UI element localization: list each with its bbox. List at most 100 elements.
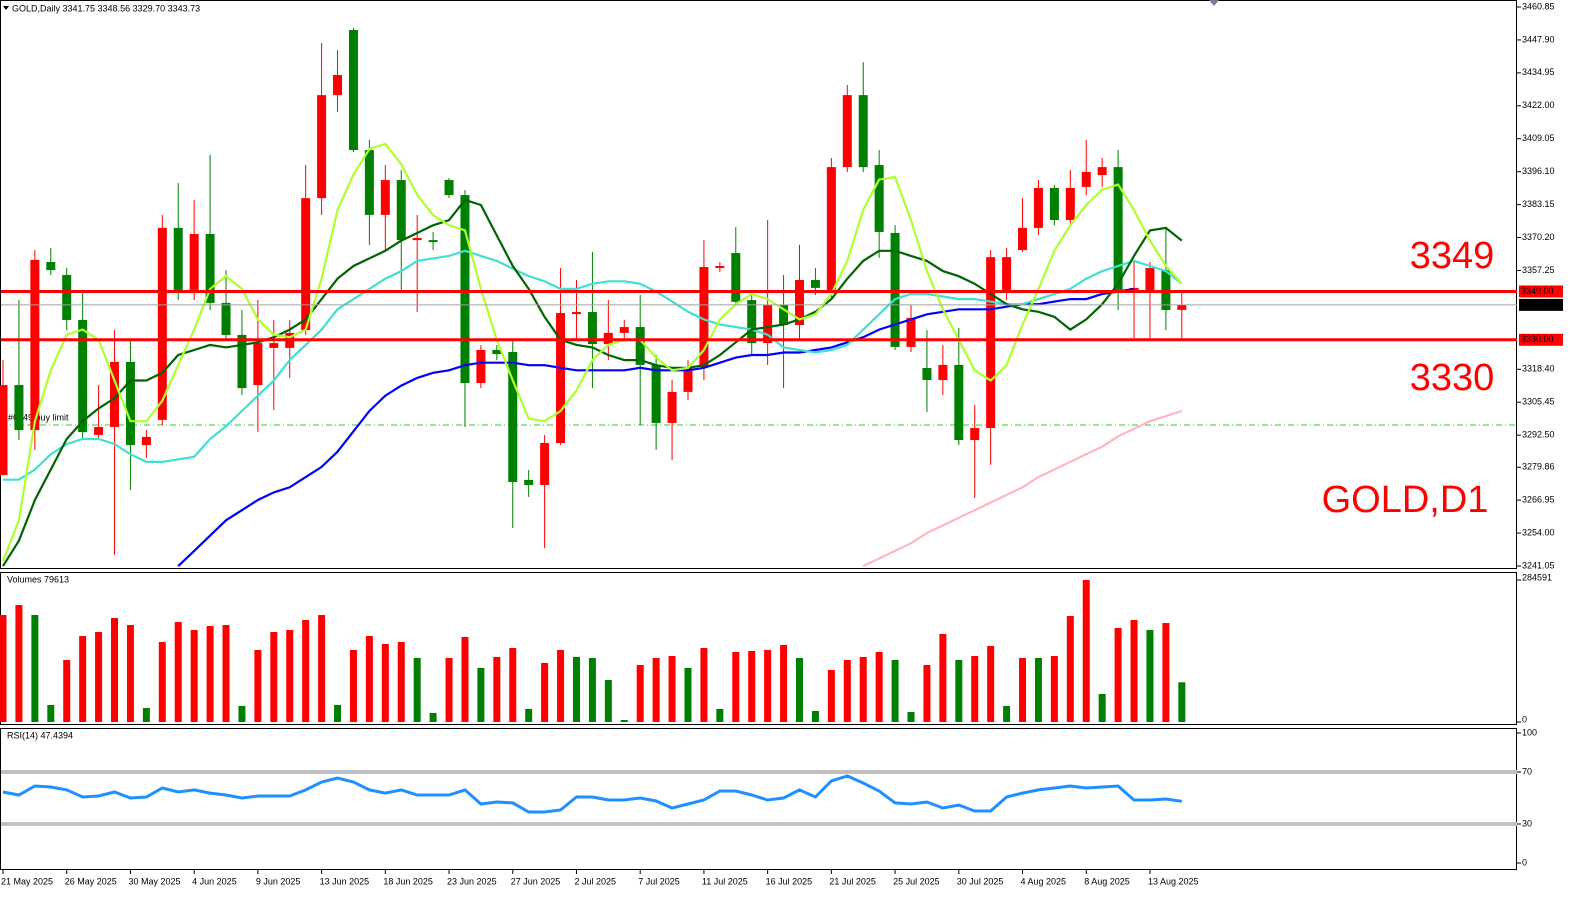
candle-body <box>683 366 693 392</box>
candle-body <box>94 427 104 435</box>
x-tick-label: 4 Jun 2025 <box>192 876 237 886</box>
volume-bar <box>365 636 373 722</box>
y-tick-label: 0 <box>1522 714 1527 724</box>
candle-body <box>970 428 980 440</box>
candle-body <box>667 391 677 423</box>
y-tick-label: 0 <box>1522 857 1527 867</box>
volume-bar <box>1019 658 1027 722</box>
candle-body <box>954 364 964 440</box>
level-tag <box>1519 285 1563 298</box>
candle-body <box>1081 171 1091 187</box>
volume-bar <box>620 720 628 722</box>
volume-bar <box>875 652 883 722</box>
volume-bar <box>955 660 963 722</box>
x-tick-label: 11 Jul 2025 <box>702 876 748 886</box>
x-tick-label: 4 Aug 2025 <box>1021 876 1067 886</box>
candle-body <box>301 198 311 331</box>
candle-body <box>0 385 8 476</box>
candle-body <box>986 257 996 429</box>
candle-body <box>779 304 789 326</box>
candle-body <box>269 343 279 348</box>
candle-body <box>651 364 661 423</box>
candle-body <box>444 180 454 196</box>
volume-bar <box>1162 623 1170 722</box>
y-tick-label: 3396.10 <box>1522 166 1555 176</box>
x-tick-label: 13 Aug 2025 <box>1148 876 1199 886</box>
volume-bar <box>525 709 533 722</box>
volume-bar <box>1003 706 1011 722</box>
x-tick-label: 8 Aug 2025 <box>1084 876 1130 886</box>
candle-body <box>30 259 40 431</box>
candle-body <box>874 165 884 232</box>
candle-body <box>333 75 343 96</box>
y-tick-label: 3266.95 <box>1522 495 1555 505</box>
candle-body <box>1018 227 1028 251</box>
y-tick-label: 100 <box>1522 727 1537 737</box>
candle-body <box>540 443 550 485</box>
candle-body <box>1113 167 1123 290</box>
volume-bar <box>1114 628 1122 722</box>
candle-body <box>938 364 948 380</box>
volume-bar <box>588 658 596 722</box>
annotation: 3349 <box>1410 235 1495 277</box>
volume-bar <box>222 625 230 722</box>
x-tick-label: 21 Jul 2025 <box>829 876 876 886</box>
candle-body <box>476 349 486 384</box>
candle-body <box>508 351 518 482</box>
y-tick-label: 3422.00 <box>1522 100 1555 110</box>
candle-body <box>62 274 72 320</box>
ma-line <box>1 142 1183 562</box>
y-tick-label: 30 <box>1522 818 1532 828</box>
volume-bar <box>63 660 71 722</box>
candle-body <box>141 436 151 446</box>
volume-bar <box>334 705 342 722</box>
x-tick-label: 25 Jul 2025 <box>893 876 940 886</box>
candle-body <box>237 334 247 389</box>
volume-bar <box>461 637 469 722</box>
y-tick-label: 284591 <box>1522 572 1552 582</box>
candle-body <box>842 95 852 168</box>
volume-bar <box>174 622 182 722</box>
volume-bar <box>349 650 357 722</box>
x-tick-label: 7 Jul 2025 <box>638 876 680 886</box>
volume-bar <box>923 665 931 722</box>
volume-bar <box>652 658 660 722</box>
price-tag-label: 3343.73 <box>1521 299 1554 309</box>
candle-body <box>747 300 757 344</box>
volume-bar <box>111 618 119 722</box>
volume-bar <box>95 632 103 722</box>
y-tick-label: 3241.05 <box>1522 560 1555 570</box>
candle-body <box>460 195 470 384</box>
volume-bar <box>541 663 549 722</box>
volume-bar <box>684 668 692 722</box>
x-tick-label: 27 Jun 2025 <box>511 876 561 886</box>
candle-body <box>1097 167 1107 175</box>
candle-body <box>348 30 358 151</box>
x-tick-label: 16 Jul 2025 <box>766 876 813 886</box>
volume-bar <box>31 615 39 722</box>
menu-icon <box>3 6 9 10</box>
volume-bar <box>142 708 150 722</box>
volume-bar <box>780 645 788 722</box>
volume-bar <box>668 656 676 722</box>
y-tick-label: 3370.20 <box>1522 232 1555 242</box>
ma-line <box>3 249 1183 481</box>
volume-bar <box>493 657 501 722</box>
volume-bar <box>1130 620 1138 722</box>
chart-title: GOLD,Daily 3341.75 3348.56 3329.70 3343.… <box>12 3 200 13</box>
candle-body <box>906 317 916 347</box>
candle-body <box>635 327 645 365</box>
volume-bar <box>445 658 453 722</box>
price-panel <box>0 0 1517 569</box>
x-tick-label: 9 Jun 2025 <box>256 876 301 886</box>
candle-body <box>428 240 438 243</box>
candle-body <box>46 261 56 271</box>
volume-bar <box>429 713 437 722</box>
candle-body <box>14 385 24 431</box>
volume-bar <box>158 642 166 722</box>
volume-bar <box>939 634 947 722</box>
candle-body <box>157 227 167 420</box>
volume-bar <box>302 620 310 722</box>
x-tick-label: 21 May 2025 <box>1 876 53 886</box>
candle-body <box>1145 268 1155 292</box>
